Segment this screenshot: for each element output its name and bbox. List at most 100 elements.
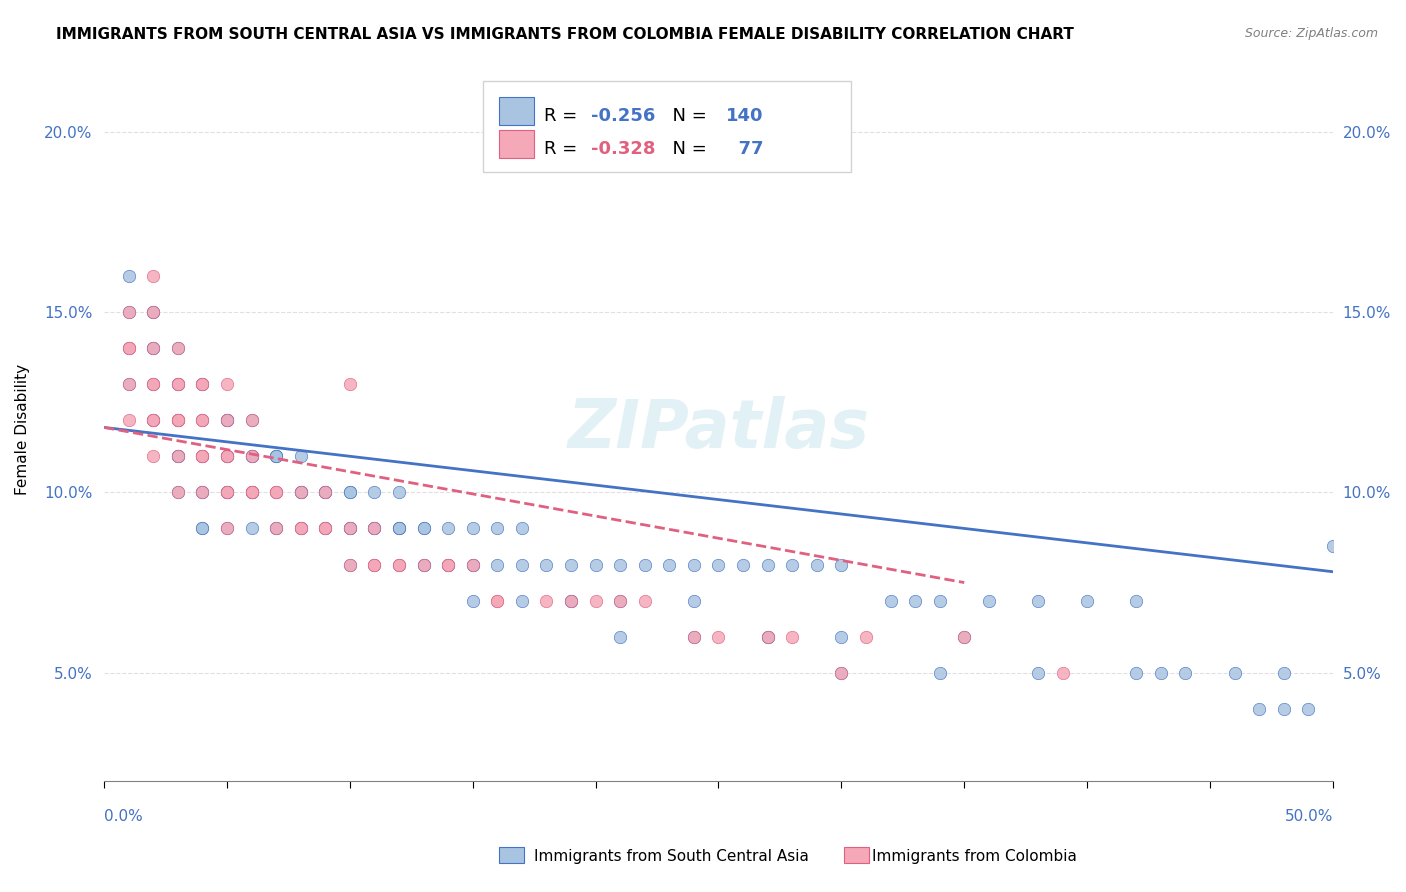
Point — [707, 558, 730, 572]
Point — [142, 305, 165, 319]
Point — [264, 450, 287, 464]
Point — [191, 413, 214, 427]
Point — [191, 521, 214, 535]
Point — [166, 377, 188, 392]
Point — [806, 558, 828, 572]
Point — [240, 485, 263, 500]
Point — [166, 341, 188, 355]
Point — [461, 593, 484, 607]
Point — [117, 377, 139, 392]
Point — [166, 485, 188, 500]
Point — [215, 485, 238, 500]
Point — [117, 341, 139, 355]
Point — [142, 341, 165, 355]
Point — [560, 593, 582, 607]
Point — [780, 630, 803, 644]
Text: N =: N = — [661, 140, 713, 158]
Point — [363, 485, 385, 500]
Point — [290, 485, 312, 500]
Text: Source: ZipAtlas.com: Source: ZipAtlas.com — [1244, 27, 1378, 40]
Point — [510, 593, 533, 607]
Point — [536, 558, 558, 572]
Point — [314, 485, 336, 500]
Point — [339, 485, 361, 500]
Point — [166, 413, 188, 427]
Point — [191, 450, 214, 464]
Text: Immigrants from South Central Asia: Immigrants from South Central Asia — [534, 849, 810, 863]
Point — [191, 377, 214, 392]
Point — [437, 521, 460, 535]
Point — [683, 558, 706, 572]
Point — [756, 630, 779, 644]
Point — [215, 521, 238, 535]
Point — [363, 521, 385, 535]
Point — [166, 413, 188, 427]
Point — [166, 377, 188, 392]
Point — [240, 450, 263, 464]
Point — [1052, 665, 1074, 680]
Point — [388, 558, 411, 572]
Point — [314, 521, 336, 535]
Point — [1298, 702, 1320, 716]
Point — [363, 521, 385, 535]
Point — [215, 450, 238, 464]
Point — [215, 377, 238, 392]
Point — [339, 485, 361, 500]
Point — [215, 450, 238, 464]
Point — [142, 377, 165, 392]
Point — [191, 377, 214, 392]
Point — [609, 593, 631, 607]
Point — [461, 558, 484, 572]
FancyBboxPatch shape — [499, 130, 534, 158]
Point — [142, 413, 165, 427]
Point — [290, 485, 312, 500]
Point — [437, 558, 460, 572]
Point — [1249, 702, 1271, 716]
Point — [683, 593, 706, 607]
Point — [412, 521, 434, 535]
Point — [166, 413, 188, 427]
Point — [1076, 593, 1098, 607]
Point — [339, 521, 361, 535]
Point — [166, 485, 188, 500]
Point — [240, 485, 263, 500]
Point — [1322, 540, 1344, 554]
Text: -0.328: -0.328 — [591, 140, 655, 158]
Point — [658, 558, 681, 572]
Point — [117, 341, 139, 355]
Point — [215, 450, 238, 464]
Point — [461, 558, 484, 572]
Point — [412, 558, 434, 572]
Point — [830, 630, 852, 644]
Point — [314, 485, 336, 500]
Point — [855, 630, 877, 644]
Point — [117, 377, 139, 392]
Point — [290, 521, 312, 535]
Point — [215, 521, 238, 535]
Point — [953, 630, 976, 644]
Point — [928, 665, 950, 680]
Point — [166, 413, 188, 427]
Point — [363, 521, 385, 535]
Point — [461, 558, 484, 572]
Point — [1125, 665, 1147, 680]
Point — [215, 450, 238, 464]
Point — [264, 450, 287, 464]
Text: R =: R = — [544, 140, 583, 158]
Point — [166, 450, 188, 464]
Point — [117, 413, 139, 427]
Point — [363, 558, 385, 572]
Point — [215, 485, 238, 500]
Point — [388, 558, 411, 572]
Point — [191, 413, 214, 427]
Point — [683, 630, 706, 644]
Point — [142, 377, 165, 392]
Point — [780, 558, 803, 572]
Point — [142, 413, 165, 427]
Point — [977, 593, 1000, 607]
Point — [707, 630, 730, 644]
Text: Immigrants from Colombia: Immigrants from Colombia — [872, 849, 1077, 863]
Point — [215, 485, 238, 500]
Point — [314, 521, 336, 535]
Point — [388, 521, 411, 535]
